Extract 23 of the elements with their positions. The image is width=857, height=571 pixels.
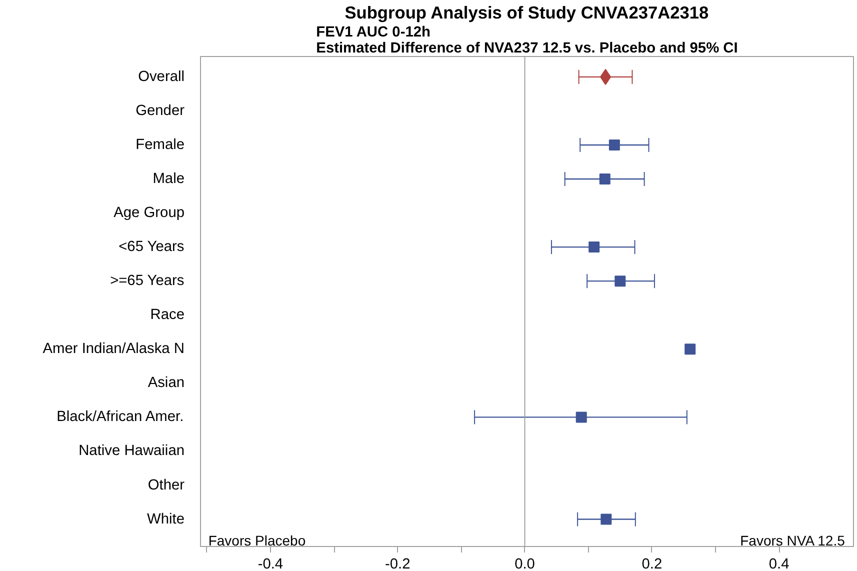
y-tick-label: Gender [136,102,185,119]
x-tick-label: -0.4 [258,556,284,571]
chart-subtitle: FEV1 AUC 0-12h Estimated Difference of NVA237 12.5 vs. Placebo and 95% CI [316,24,738,56]
x-tick-label: -0.2 [384,556,410,571]
y-tick-label: Other [148,477,185,494]
y-tick-label: Amer Indian/Alaska N [42,341,185,358]
chart-title: Subgroup Analysis of Study CNVA237A2318 [344,2,710,22]
y-tick-label: >=65 Years [110,273,184,290]
y-tick-label: <65 Years [118,239,184,256]
y-tick-label: Race [150,307,185,324]
x-tick-label: 0.0 [514,556,535,571]
y-tick-label: Male [152,171,185,187]
y-tick-label: White [147,511,185,528]
x-tick-label: 0.2 [642,556,662,571]
y-tick-label: Black/African Amer. [56,409,184,426]
annotation: Favors Placebo [208,532,306,548]
y-tick-label: Asian [148,375,185,392]
y-tick-label: Native Hawaiian [78,443,185,460]
y-tick-label: Age Group [114,205,185,222]
x-tick-label: 0.4 [768,556,790,571]
y-tick-label: Overall [138,68,185,85]
annotation: Favors NVA 12.5 [740,532,846,548]
y-tick-label: Female [136,136,185,153]
